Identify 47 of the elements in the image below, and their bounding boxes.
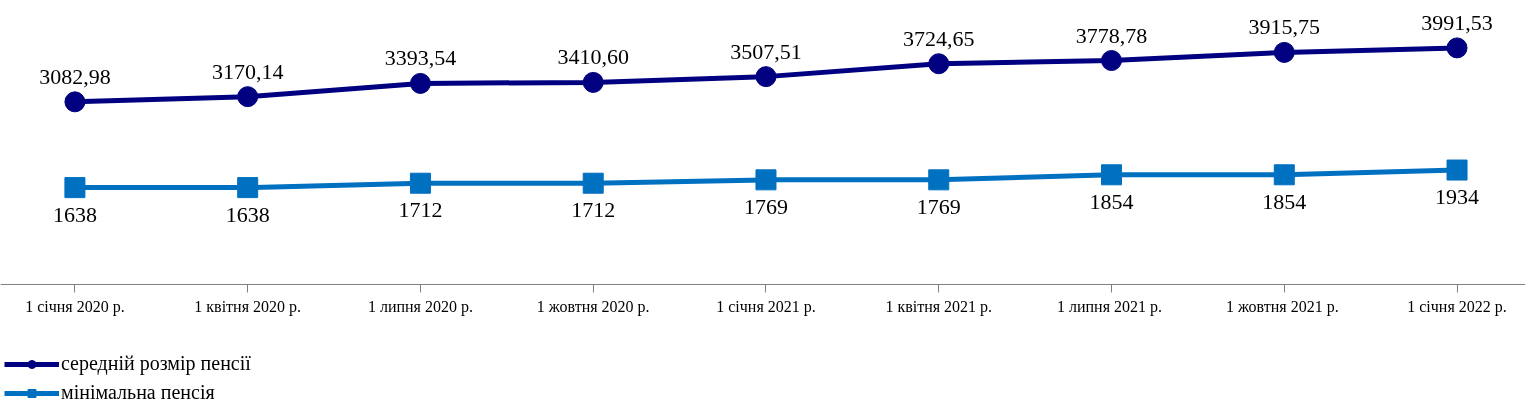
data-label: 1934 xyxy=(1435,184,1480,210)
x-tick-label: 1 січня 2022 р. xyxy=(1407,297,1507,316)
data-label: 1854 xyxy=(1089,188,1134,214)
legend-label: середній розмір пенсії xyxy=(61,352,251,375)
x-tick-label: 1 січня 2021 р. xyxy=(716,297,816,316)
x-tick-label: 1 квітня 2020 р. xyxy=(194,297,302,316)
point xyxy=(582,71,604,93)
data-label: 3170,14 xyxy=(211,58,284,84)
data-label: 3724,65 xyxy=(902,25,975,51)
x-tick-label: 1 січня 2020 р. xyxy=(25,297,125,316)
data-label: 3393,54 xyxy=(384,45,457,71)
data-label: 3082,98 xyxy=(39,63,111,89)
x-tick-label: 1 жовтня 2021 р. xyxy=(1225,297,1339,316)
data-label: 1712 xyxy=(571,197,616,223)
data-label: 3410,60 xyxy=(557,44,629,70)
point xyxy=(1273,164,1295,186)
data-label: 1769 xyxy=(743,193,788,219)
data-label: 3778,78 xyxy=(1075,22,1148,48)
point xyxy=(582,172,604,194)
data-label: 1769 xyxy=(916,193,961,219)
point xyxy=(1446,37,1468,59)
x-tick-label: 1 жовтня 2020 р. xyxy=(536,297,650,316)
data-label: 1638 xyxy=(225,201,270,227)
point xyxy=(928,169,950,191)
data-label: 3915,75 xyxy=(1248,14,1321,40)
point xyxy=(409,172,431,194)
data-label: 1638 xyxy=(52,201,97,227)
data-label: 3991,53 xyxy=(1421,9,1493,35)
x-tick-label: 1 липня 2021 р. xyxy=(1056,297,1163,316)
legend-label: мінімальна пенсія xyxy=(61,381,215,404)
point xyxy=(64,91,86,113)
point xyxy=(928,53,950,75)
x-tick-label: 1 липня 2020 р. xyxy=(367,297,473,316)
x-tick-label: 1 квітня 2021 р. xyxy=(885,297,993,316)
data-label: 1712 xyxy=(398,197,443,223)
point xyxy=(64,177,86,199)
point xyxy=(1101,50,1123,71)
data-label: 1854 xyxy=(1262,188,1307,214)
point xyxy=(755,169,777,191)
point xyxy=(755,66,777,88)
point xyxy=(409,72,431,94)
point xyxy=(237,177,259,199)
point xyxy=(1101,164,1123,186)
point xyxy=(237,86,259,108)
data-label: 3507,51 xyxy=(730,38,802,64)
point xyxy=(1446,159,1468,181)
point xyxy=(1273,41,1295,63)
